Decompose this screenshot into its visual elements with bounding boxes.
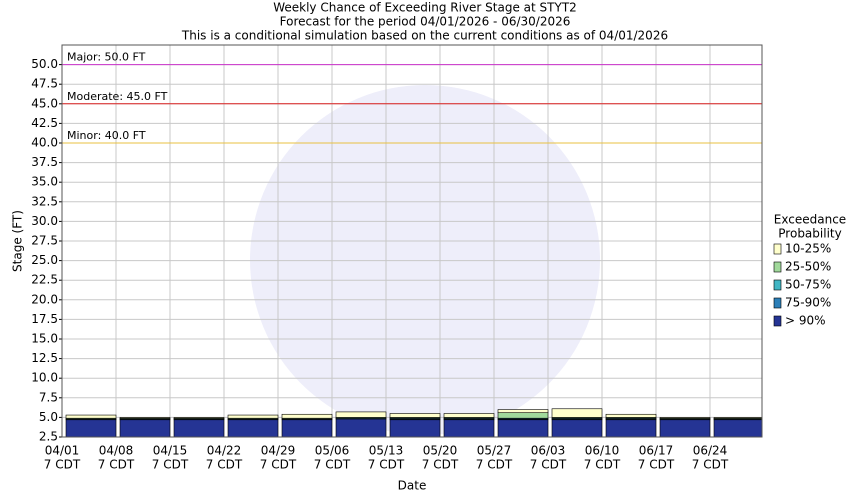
x-axis-title: Date [398,479,427,493]
bar-segment [659,419,711,438]
bar-segment [659,417,711,419]
x-tick-label: 05/27 [477,444,512,458]
x-tick-label: 04/29 [261,444,296,458]
x-tick-sublabel: 7 CDT [368,458,405,472]
bar-segment [227,414,279,419]
chart-subtitle: Forecast for the period 04/01/2026 - 06/… [280,15,571,29]
legend-label: 10-25% [785,242,831,256]
y-tick-label: 5.0 [39,410,58,424]
bar-segment [335,411,387,418]
y-tick-label: 37.5 [31,155,58,169]
y-tick-label: 42.5 [31,116,58,130]
bar-segment [173,417,225,419]
x-tick-label: 05/13 [369,444,404,458]
threshold-label: Major: 50.0 FT [67,51,146,64]
bar-segment [605,413,657,418]
x-tick-sublabel: 7 CDT [422,458,459,472]
legend-swatch [773,315,782,327]
y-tick-label: 25.0 [31,253,58,267]
x-tick-sublabel: 7 CDT [584,458,621,472]
chart-subtitle: This is a conditional simulation based o… [181,29,668,43]
y-tick-label: 30.0 [31,214,58,228]
x-tick-label: 04/01 [45,444,80,458]
y-axis-title: Stage (FT) [11,210,25,272]
y-tick-label: 45.0 [31,96,58,110]
legend-swatch [773,279,782,291]
legend-label: 25-50% [785,260,831,274]
plot-frame [61,44,763,438]
x-tick-label: 04/15 [153,444,188,458]
threshold-label: Minor: 40.0 FT [67,129,146,142]
threshold-label: Moderate: 45.0 FT [67,90,168,103]
y-tick-label: 35.0 [31,175,58,189]
y-tick-label: 40.0 [31,136,58,150]
x-tick-label: 06/17 [639,444,674,458]
bar-segment [119,419,171,438]
legend-label: 75-90% [785,296,831,310]
y-tick-label: 7.5 [39,390,58,404]
bar-segment [65,414,117,419]
legend-title: Exceedance [774,213,846,227]
x-tick-sublabel: 7 CDT [314,458,351,472]
x-tick-sublabel: 7 CDT [98,458,135,472]
x-tick-label: 06/10 [585,444,620,458]
y-tick-label: 50.0 [31,57,58,71]
y-tick-label: 17.5 [31,312,58,326]
x-tick-label: 05/06 [315,444,350,458]
x-tick-sublabel: 7 CDT [260,458,297,472]
chart-title: Weekly Chance of Exceeding River Stage a… [273,1,577,15]
y-tick-label: 15.0 [31,332,58,346]
bar-segment [389,419,441,438]
legend-label: 50-75% [785,278,831,292]
y-tick-label: 27.5 [31,234,58,248]
bar-segment [65,419,117,438]
legend-swatch [773,297,782,309]
bar-segment [713,419,763,438]
x-tick-label: 04/08 [99,444,134,458]
bar-segment [443,419,495,438]
bar-segment [443,413,495,418]
bar-segment [281,413,333,419]
legend-label: > 90% [785,314,826,328]
bar-segment [713,417,763,419]
legend-title: Probability [778,227,841,241]
y-tick-label: 22.5 [31,273,58,287]
bar-segment [281,419,333,438]
bar-segment [497,412,549,419]
y-tick-label: 10.0 [31,371,58,385]
x-tick-label: 04/22 [207,444,242,458]
x-tick-sublabel: 7 CDT [206,458,243,472]
bar-segment [605,419,657,438]
y-tick-label: 47.5 [31,77,58,91]
bar-segment [173,419,225,438]
x-tick-sublabel: 7 CDT [638,458,675,472]
x-tick-sublabel: 7 CDT [692,458,729,472]
y-tick-label: 2.5 [39,430,58,444]
bar-segment [497,419,549,438]
legend-swatch [773,243,782,255]
x-tick-sublabel: 7 CDT [476,458,513,472]
bar-segment [227,419,279,438]
legend-swatch [773,261,782,273]
x-tick-sublabel: 7 CDT [44,458,81,472]
bar-segment [119,417,171,419]
x-tick-label: 06/24 [693,444,728,458]
watermark [250,85,600,435]
bar-segment [497,409,549,413]
bar-segment [551,408,603,418]
bar-segment [389,413,441,418]
x-tick-sublabel: 7 CDT [152,458,189,472]
y-tick-label: 20.0 [31,292,58,306]
bar-segment [335,418,387,438]
bar-segment [551,419,603,438]
x-tick-label: 05/20 [423,444,458,458]
x-tick-sublabel: 7 CDT [530,458,567,472]
y-tick-label: 32.5 [31,194,58,208]
y-tick-label: 12.5 [31,351,58,365]
x-tick-label: 06/03 [531,444,566,458]
